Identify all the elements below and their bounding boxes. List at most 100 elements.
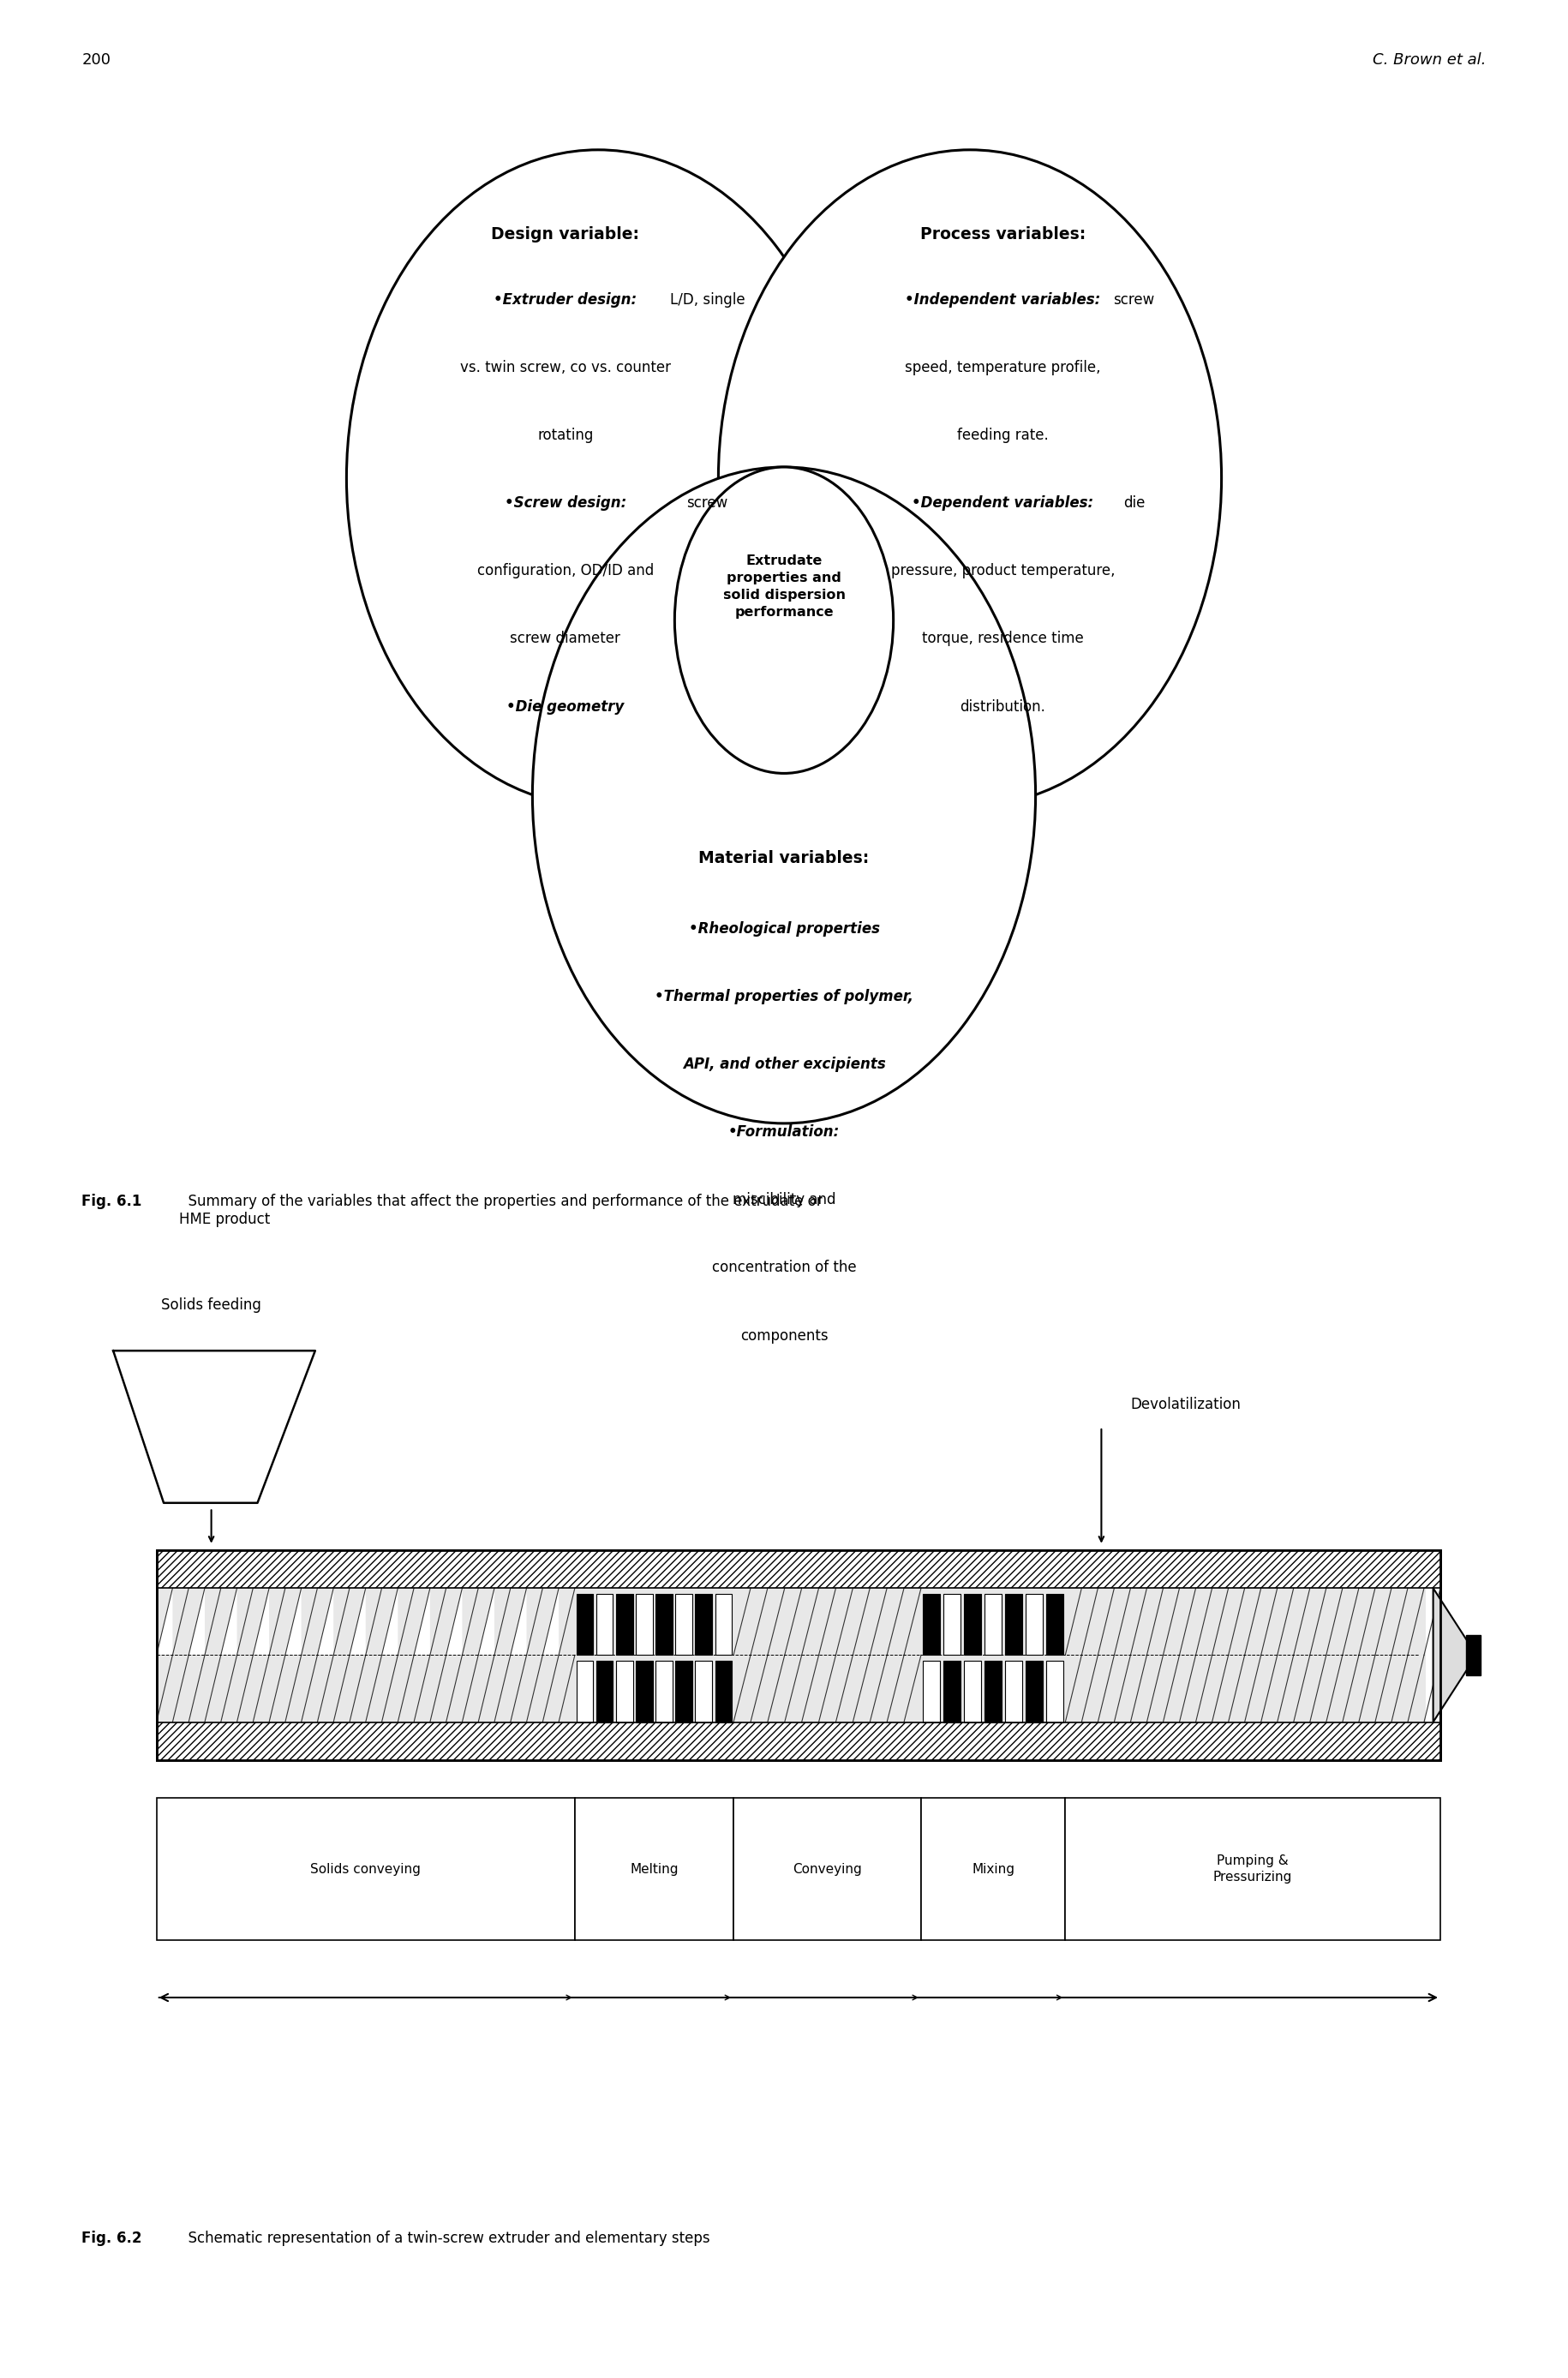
Text: Fig. 6.1: Fig. 6.1 [82,1194,141,1208]
Bar [1025,1660,1043,1722]
Bar [734,1798,920,1940]
Bar [655,1593,673,1655]
Text: •Formulation:: •Formulation: [728,1125,840,1139]
Text: •Dependent variables:: •Dependent variables: [913,495,1093,511]
Ellipse shape [718,150,1221,806]
Bar [596,1660,613,1722]
Bar [1025,1593,1043,1655]
Bar [157,1550,1441,1760]
Text: rotating: rotating [538,428,593,442]
Text: Design variable:: Design variable: [491,226,640,243]
Text: 200: 200 [82,52,111,67]
Polygon shape [414,1589,430,1655]
Polygon shape [285,1589,301,1655]
Ellipse shape [674,466,894,773]
Text: Conveying: Conveying [793,1862,862,1876]
Bar [964,1593,982,1655]
Polygon shape [113,1351,315,1503]
Bar [157,1550,1441,1760]
Text: Fig. 6.2: Fig. 6.2 [82,2231,143,2245]
Bar [715,1660,732,1722]
Bar [577,1593,593,1655]
Bar [157,1798,575,1940]
Text: distribution.: distribution. [960,699,1046,713]
Text: •Independent variables:: •Independent variables: [905,292,1101,307]
Text: components: components [740,1327,828,1344]
Bar [922,1660,939,1722]
Bar [1005,1593,1022,1655]
Polygon shape [221,1589,237,1655]
Text: Summary of the variables that affect the properties and performance of the extru: Summary of the variables that affect the… [179,1194,822,1227]
Bar [985,1593,1002,1655]
Text: API, and other excipients: API, and other excipients [682,1056,886,1072]
Text: •Rheological properties: •Rheological properties [688,920,880,937]
Text: vs. twin screw, co vs. counter: vs. twin screw, co vs. counter [459,359,671,376]
Bar [635,1660,652,1722]
Bar [676,1593,693,1655]
Bar [577,1660,593,1722]
Text: •Screw design:: •Screw design: [505,495,626,511]
Bar [596,1593,613,1655]
Bar [616,1660,633,1722]
Text: Extrudate
properties and
solid dispersion
performance: Extrudate properties and solid dispersio… [723,554,845,618]
Bar [942,1660,961,1722]
Text: Material variables:: Material variables: [699,849,869,866]
Bar [695,1593,712,1655]
Bar [920,1798,1065,1940]
Text: feeding rate.: feeding rate. [956,428,1049,442]
Text: Pumping &
Pressurizing: Pumping & Pressurizing [1214,1855,1292,1883]
Text: Mixing: Mixing [972,1862,1014,1876]
Text: miscibility and: miscibility and [732,1191,836,1208]
Polygon shape [447,1589,463,1655]
Bar [157,1722,1441,1760]
Text: speed, temperature profile,: speed, temperature profile, [905,359,1101,376]
Polygon shape [478,1589,494,1655]
Bar [655,1660,673,1722]
Text: screw: screw [1113,292,1154,307]
Text: •Extruder design:: •Extruder design: [494,292,637,307]
Bar [1005,1660,1022,1722]
Text: C. Brown et al.: C. Brown et al. [1374,52,1486,67]
Bar [1065,1798,1441,1940]
Ellipse shape [347,150,850,806]
Bar [1466,1636,1480,1674]
Bar [964,1660,982,1722]
Polygon shape [252,1589,270,1655]
Text: configuration, OD/ID and: configuration, OD/ID and [477,564,654,578]
Bar [616,1593,633,1655]
Text: Process variables:: Process variables: [920,226,1085,243]
Bar [695,1660,712,1722]
Text: concentration of the: concentration of the [712,1260,856,1275]
Text: Devolatilization: Devolatilization [1131,1398,1240,1413]
Text: screw: screw [687,495,728,511]
Bar [575,1798,734,1940]
Text: Schematic representation of a twin-screw extruder and elementary steps: Schematic representation of a twin-screw… [179,2231,710,2245]
Polygon shape [511,1589,527,1655]
Polygon shape [1433,1589,1477,1722]
Bar [157,1589,1425,1722]
Text: die: die [1123,495,1145,511]
Bar [157,1550,1441,1589]
Bar [942,1593,961,1655]
Bar [1046,1593,1063,1655]
Bar [676,1660,693,1722]
Text: screw diameter: screw diameter [510,630,621,647]
Polygon shape [350,1589,365,1655]
Polygon shape [381,1589,398,1655]
Bar [985,1660,1002,1722]
Polygon shape [317,1589,334,1655]
Text: L/D, single: L/D, single [670,292,745,307]
Text: •Die geometry: •Die geometry [506,699,624,713]
Text: •Thermal properties of polymer,: •Thermal properties of polymer, [654,989,914,1004]
Text: Solids conveying: Solids conveying [310,1862,420,1876]
Text: Solids feeding: Solids feeding [162,1298,262,1313]
Bar [715,1593,732,1655]
Bar [1046,1660,1063,1722]
Text: Melting: Melting [630,1862,679,1876]
Bar [635,1593,652,1655]
Bar [922,1593,939,1655]
Polygon shape [188,1589,205,1655]
Text: pressure, product temperature,: pressure, product temperature, [891,564,1115,578]
Polygon shape [543,1589,558,1655]
Ellipse shape [533,466,1035,1122]
